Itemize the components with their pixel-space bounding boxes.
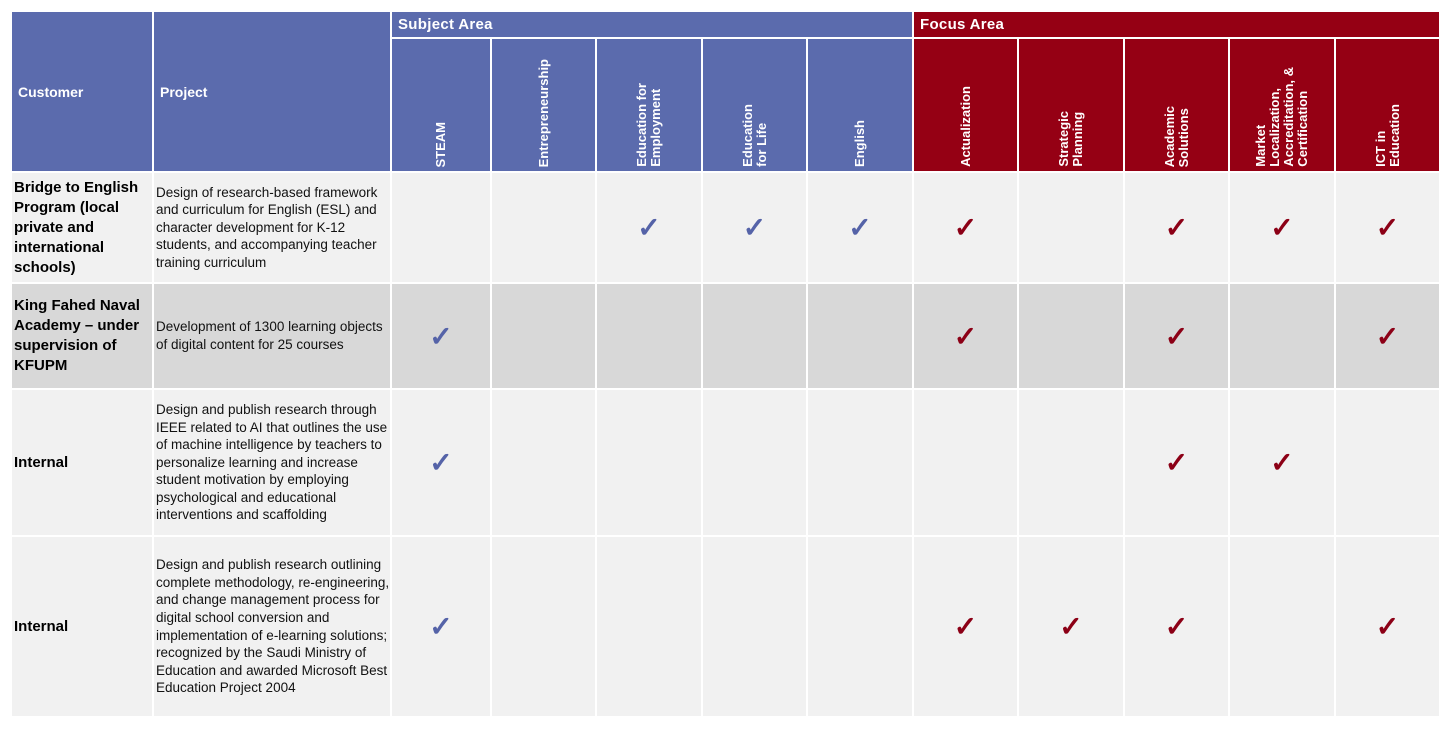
focus-column-header-0: Actualization bbox=[914, 39, 1017, 171]
check-icon: ✓ bbox=[429, 447, 453, 478]
subject-check-cell bbox=[703, 284, 806, 388]
project-header: Project bbox=[154, 12, 390, 171]
focus-column-header-3-label: Market Localization, Accreditation, & Ce… bbox=[1253, 67, 1310, 167]
subject-column-header-3: Education for Life bbox=[703, 39, 806, 171]
subject-check-cell: ✓ bbox=[808, 173, 912, 282]
check-icon: ✓ bbox=[637, 212, 661, 243]
project-cell: Development of 1300 learning objects of … bbox=[154, 284, 390, 388]
focus-column-header-3: Market Localization, Accreditation, & Ce… bbox=[1230, 39, 1334, 171]
subject-check-cell bbox=[492, 173, 595, 282]
focus-check-cell: ✓ bbox=[1230, 390, 1334, 535]
subject-check-cell bbox=[808, 390, 912, 535]
focus-column-header-4: ICT in Education bbox=[1336, 39, 1439, 171]
focus-check-cell: ✓ bbox=[1336, 173, 1439, 282]
project-cell: Design of research-based framework and c… bbox=[154, 173, 390, 282]
check-icon: ✓ bbox=[1164, 212, 1189, 243]
subject-column-header-2-label: Education for Employment bbox=[634, 83, 663, 167]
subject-check-cell bbox=[597, 284, 701, 388]
subject-check-cell: ✓ bbox=[703, 173, 806, 282]
customer-cell: Internal bbox=[12, 537, 152, 716]
check-icon: ✓ bbox=[742, 212, 767, 243]
focus-column-header-0-label: Actualization bbox=[957, 86, 973, 167]
check-icon: ✓ bbox=[1375, 611, 1400, 642]
subject-check-cell bbox=[492, 390, 595, 535]
check-icon: ✓ bbox=[1164, 447, 1189, 478]
focus-check-cell bbox=[1019, 284, 1123, 388]
subject-column-header-3-label: Education for Life bbox=[739, 104, 769, 167]
focus-check-cell bbox=[1230, 537, 1334, 716]
subject-check-cell bbox=[597, 537, 701, 716]
check-icon: ✓ bbox=[1270, 447, 1294, 478]
check-icon: ✓ bbox=[953, 212, 978, 243]
check-icon: ✓ bbox=[429, 611, 453, 642]
focus-check-cell: ✓ bbox=[914, 284, 1017, 388]
check-icon: ✓ bbox=[1059, 611, 1083, 642]
focus-column-header-2: Academic Solutions bbox=[1125, 39, 1228, 171]
subject-column-header-0: STEAM bbox=[392, 39, 490, 171]
subject-area-header: Subject Area bbox=[392, 12, 912, 37]
check-icon: ✓ bbox=[1375, 320, 1400, 352]
customer-header: Customer bbox=[12, 12, 152, 171]
check-icon: ✓ bbox=[1164, 611, 1189, 642]
customer-cell: King Fahed Naval Academy – under supervi… bbox=[12, 284, 152, 388]
check-icon: ✓ bbox=[953, 320, 978, 352]
focus-check-cell bbox=[1019, 390, 1123, 535]
subject-column-header-4: English bbox=[808, 39, 912, 171]
subject-check-cell: ✓ bbox=[597, 173, 701, 282]
subject-check-cell: ✓ bbox=[392, 390, 490, 535]
subject-column-header-1-label: Entrepreneurship bbox=[535, 58, 551, 167]
focus-check-cell: ✓ bbox=[1125, 173, 1228, 282]
focus-check-cell: ✓ bbox=[1125, 284, 1228, 388]
check-icon: ✓ bbox=[1375, 212, 1400, 243]
focus-check-cell: ✓ bbox=[1125, 537, 1228, 716]
subject-check-cell bbox=[392, 173, 490, 282]
focus-column-header-4-label: ICT in Education bbox=[1372, 104, 1402, 167]
subject-check-cell bbox=[808, 284, 912, 388]
customer-cell: Internal bbox=[12, 390, 152, 535]
focus-check-cell bbox=[1230, 284, 1334, 388]
check-icon: ✓ bbox=[1270, 212, 1294, 243]
focus-column-header-2-label: Academic Solutions bbox=[1161, 105, 1191, 167]
subject-column-header-0-label: STEAM bbox=[433, 121, 448, 168]
subject-check-cell bbox=[703, 390, 806, 535]
focus-check-cell: ✓ bbox=[1336, 537, 1439, 716]
focus-area-header: Focus Area bbox=[914, 12, 1439, 37]
subject-check-cell bbox=[492, 284, 595, 388]
subject-column-header-2: Education for Employment bbox=[597, 39, 701, 171]
subject-check-cell bbox=[703, 537, 806, 716]
focus-check-cell: ✓ bbox=[1125, 390, 1228, 535]
subject-check-cell: ✓ bbox=[392, 284, 490, 388]
subject-check-cell bbox=[808, 537, 912, 716]
focus-column-header-1-label: Strategic Planning bbox=[1056, 111, 1085, 167]
project-cell: Design and publish research through IEEE… bbox=[154, 390, 390, 535]
check-icon: ✓ bbox=[1164, 320, 1189, 352]
focus-check-cell: ✓ bbox=[1019, 537, 1123, 716]
focus-check-cell bbox=[1019, 173, 1123, 282]
subject-check-cell: ✓ bbox=[392, 537, 490, 716]
subject-check-cell bbox=[492, 537, 595, 716]
focus-check-cell: ✓ bbox=[1230, 173, 1334, 282]
focus-column-header-1: Strategic Planning bbox=[1019, 39, 1123, 171]
focus-check-cell: ✓ bbox=[1336, 284, 1439, 388]
subject-check-cell bbox=[597, 390, 701, 535]
check-icon: ✓ bbox=[953, 611, 978, 642]
focus-check-cell bbox=[914, 390, 1017, 535]
subject-column-header-4-label: English bbox=[852, 120, 867, 167]
check-icon: ✓ bbox=[429, 320, 453, 352]
customer-cell: Bridge to English Program (local private… bbox=[12, 173, 152, 282]
focus-check-cell: ✓ bbox=[914, 537, 1017, 716]
check-icon: ✓ bbox=[848, 212, 872, 243]
subject-column-header-1: Entrepreneurship bbox=[492, 39, 595, 171]
focus-check-cell bbox=[1336, 390, 1439, 535]
focus-check-cell: ✓ bbox=[914, 173, 1017, 282]
project-cell: Design and publish research outlining co… bbox=[154, 537, 390, 716]
